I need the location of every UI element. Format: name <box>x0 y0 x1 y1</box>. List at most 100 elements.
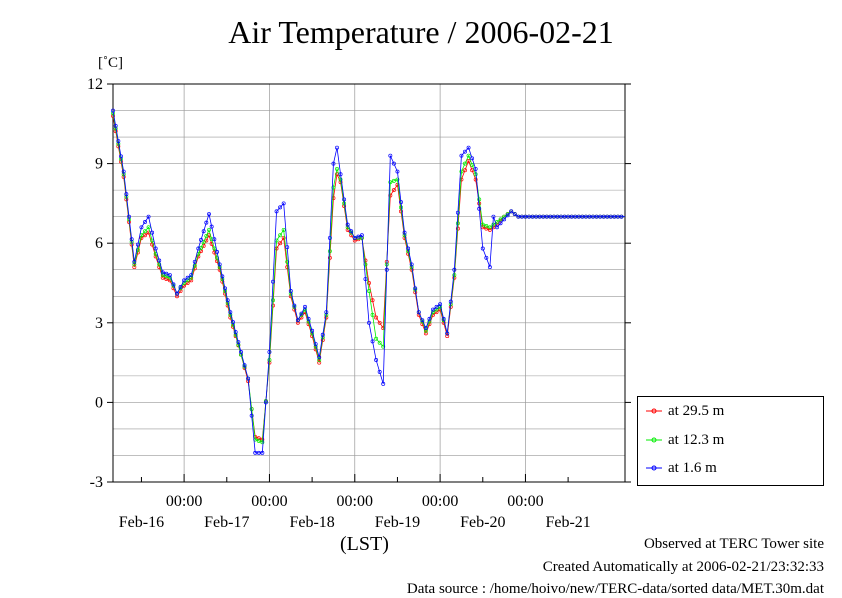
data-point <box>256 436 261 441</box>
data-point <box>477 206 482 211</box>
data-point <box>434 304 439 309</box>
data-point <box>233 330 238 335</box>
data-point <box>164 271 169 276</box>
x-date-label: Feb-18 <box>289 514 334 531</box>
data-point <box>313 342 318 346</box>
data-point <box>455 210 460 215</box>
data-point <box>559 214 563 219</box>
data-point <box>413 286 418 291</box>
data-point <box>199 237 203 242</box>
data-point <box>470 162 475 167</box>
data-point <box>466 158 471 163</box>
data-point <box>209 237 214 242</box>
data-point <box>310 328 315 333</box>
data-point <box>473 166 478 171</box>
data-point <box>530 214 535 219</box>
data-point <box>438 302 443 307</box>
data-point <box>182 278 187 283</box>
data-point <box>569 214 574 219</box>
data-point <box>121 169 126 174</box>
data-point <box>271 298 275 303</box>
data-point <box>502 214 507 219</box>
data-point <box>463 149 467 154</box>
data-point <box>185 275 190 280</box>
data-point <box>441 316 446 321</box>
data-point <box>116 139 121 143</box>
data-point <box>367 281 371 285</box>
data-point <box>132 262 137 267</box>
data-point <box>260 450 265 455</box>
data-point <box>201 229 206 234</box>
data-point <box>228 310 233 315</box>
data-point <box>342 197 347 202</box>
data-point <box>352 235 357 240</box>
data-point <box>416 310 421 315</box>
data-point <box>391 161 396 166</box>
data-point <box>135 247 140 252</box>
data-point <box>185 278 190 283</box>
data-point <box>466 145 471 150</box>
data-point <box>388 153 393 158</box>
data-point <box>619 214 624 219</box>
data-point <box>374 357 379 362</box>
data-point <box>562 214 567 219</box>
data-point <box>164 274 169 279</box>
data-point <box>566 214 571 219</box>
data-point <box>317 357 322 362</box>
y-axis-unit: [˚C] <box>98 55 123 71</box>
data-point <box>452 267 457 272</box>
data-point <box>335 145 339 150</box>
data-point <box>185 281 190 285</box>
data-point <box>204 233 209 238</box>
data-point <box>267 350 272 354</box>
data-point <box>608 214 613 219</box>
data-point <box>207 227 211 232</box>
data-point <box>135 242 140 247</box>
data-point <box>331 185 336 190</box>
data-point <box>484 255 489 260</box>
data-point <box>480 222 485 227</box>
legend-label: at 29.5 m <box>668 402 725 419</box>
y-tick-label: 9 <box>95 156 103 173</box>
data-point <box>551 214 556 219</box>
data-point <box>150 230 155 235</box>
data-point <box>345 222 350 227</box>
data-point <box>160 275 165 280</box>
data-point <box>132 265 137 270</box>
footer-observed: Observed at TERC Tower site <box>643 536 824 552</box>
data-point <box>587 214 592 219</box>
data-point <box>111 108 115 113</box>
data-point <box>127 214 131 219</box>
data-point <box>249 413 254 418</box>
data-point <box>292 303 297 308</box>
data-point <box>470 168 475 173</box>
data-point <box>295 320 300 325</box>
data-point <box>580 214 585 219</box>
data-point <box>491 225 496 230</box>
data-point <box>192 259 197 264</box>
data-point <box>215 249 219 254</box>
y-tick-label: 0 <box>95 394 103 411</box>
data-point <box>317 360 322 365</box>
data-point <box>285 259 290 264</box>
data-point <box>204 220 209 225</box>
data-point <box>164 277 169 281</box>
data-point <box>212 237 217 242</box>
series-line <box>112 110 625 454</box>
data-point <box>246 376 251 381</box>
data-point <box>175 291 179 296</box>
data-point <box>189 275 194 280</box>
data-point <box>573 214 578 219</box>
data-point <box>434 307 439 312</box>
data-point <box>338 172 343 177</box>
data-point <box>448 299 453 304</box>
data-point <box>527 214 531 219</box>
data-point <box>119 154 123 159</box>
data-point <box>201 239 206 244</box>
data-point <box>498 221 503 226</box>
data-point <box>196 246 201 251</box>
data-point <box>331 161 336 166</box>
x-date-label: Feb-19 <box>375 514 420 531</box>
data-point <box>423 328 428 333</box>
data-point <box>463 168 467 173</box>
